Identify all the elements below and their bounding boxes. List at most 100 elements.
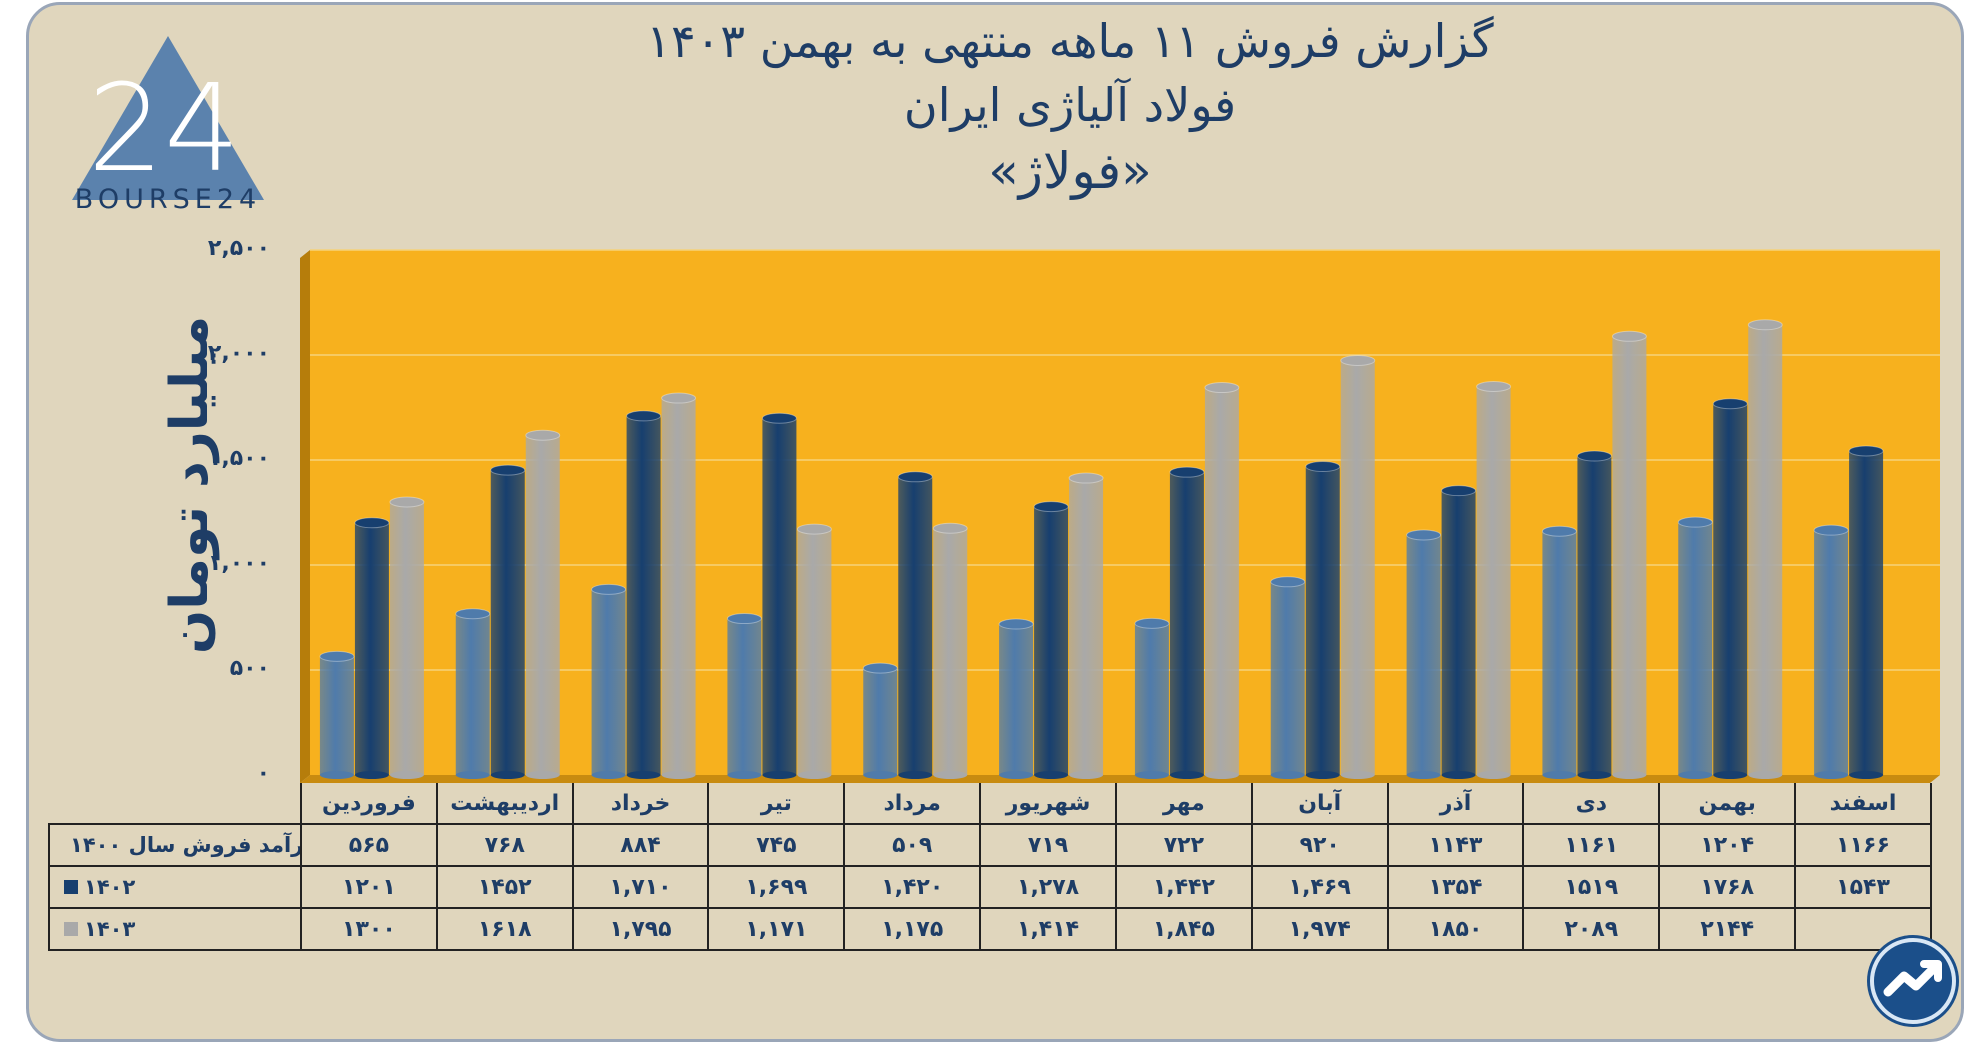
bar	[1476, 386, 1511, 775]
bar-base	[863, 771, 898, 779]
bar	[1713, 403, 1748, 775]
bar-cap	[1134, 617, 1170, 629]
bar-base	[661, 771, 696, 779]
bar-base	[999, 771, 1034, 779]
table-cell: ۱,۹۷۴	[1250, 907, 1389, 951]
legend-label: درآمد فروش سال ۱۴۰۰	[70, 833, 301, 857]
legend-label: ۱۴۰۲	[84, 875, 136, 899]
bar-cap	[1204, 382, 1240, 394]
table-cell: ۱۱۶۱	[1522, 823, 1661, 867]
table-cell: ۱,۱۷۱	[707, 907, 846, 951]
bar	[1612, 336, 1647, 775]
bar	[1748, 324, 1783, 775]
bar-cap	[761, 412, 797, 424]
table-month-header: خرداد	[571, 783, 710, 825]
table-row: درآمد فروش سال ۱۴۰۰ ۵۶۵ ۷۶۸ ۸۸۴ ۷۴۵ ۵۰۹ ۷۱۹ ۷۲۲…	[48, 823, 1932, 867]
bar-base	[1612, 771, 1647, 779]
bar	[1441, 490, 1476, 775]
bar-cap	[389, 496, 425, 508]
table-cell: ۷۲۲	[1114, 823, 1253, 867]
bar-cap	[1813, 524, 1849, 536]
table-month-header: مرداد	[843, 783, 982, 825]
bar	[1305, 466, 1340, 775]
table-cell: ۱,۸۴۵	[1114, 907, 1253, 951]
bar-base	[626, 771, 661, 779]
table-cell: ۷۱۹	[979, 823, 1117, 867]
trend-badge-icon	[1870, 938, 1956, 1024]
table-month-header: تیر	[707, 783, 846, 825]
bar-base	[1713, 771, 1748, 779]
bar	[661, 398, 696, 775]
legend-swatch	[64, 880, 78, 894]
bar	[455, 613, 490, 775]
bar-cap	[490, 464, 526, 476]
bar-base	[1441, 771, 1476, 779]
bar-cap	[1305, 461, 1341, 473]
bar	[1406, 534, 1441, 775]
bar	[1034, 506, 1069, 775]
bar-base	[1034, 771, 1069, 779]
bar-base	[1270, 771, 1305, 779]
bar-base	[1069, 771, 1104, 779]
bar-cap	[1476, 381, 1512, 392]
bar	[389, 502, 424, 775]
bar	[1849, 450, 1884, 775]
table-month-header: اسفند	[1794, 783, 1932, 825]
table-cell: ۱۲۰۴	[1658, 823, 1797, 867]
table-cell: ۱,۱۷۵	[843, 907, 982, 951]
table-row: ۱۴۰۲ ۱۲۰۱ ۱۴۵۲ ۱,۷۱۰ ۱,۶۹۹ ۱,۴۲۰ ۱,۲۷۸ ۱,۴۴۲ ۱,۴…	[48, 865, 1932, 909]
table-cell: ۹۲۰	[1250, 823, 1389, 867]
y-tick-label: ۱,۵۰۰	[207, 446, 270, 471]
table-cell: ۱,۷۹۵	[571, 907, 710, 951]
series-label: درآمد فروش سال ۱۴۰۰	[48, 823, 302, 867]
company-name: فولاد آلیاژی ایران	[903, 78, 1237, 132]
bar	[591, 589, 626, 775]
bar	[1069, 478, 1104, 775]
bar-base	[591, 771, 626, 779]
bar-cap	[1068, 472, 1104, 484]
bar-cap	[1033, 501, 1069, 513]
bar-base	[1134, 771, 1169, 779]
bar-base	[354, 771, 389, 779]
table-cell: ۱,۴۲۰	[843, 865, 982, 909]
bar	[1169, 472, 1204, 775]
logo-text: BOURSE24	[74, 184, 262, 215]
y-tick-label: ۲,۵۰۰	[207, 236, 270, 261]
svg-text:24: 24	[88, 60, 241, 199]
bar-base	[1849, 771, 1884, 779]
legend-label: ۱۴۰۳	[84, 917, 136, 941]
bar-cap	[1541, 525, 1577, 537]
bar	[1134, 623, 1169, 775]
table-cell: ۱,۲۷۸	[979, 865, 1117, 909]
table-cell: ۲۰۸۹	[1522, 907, 1661, 951]
table-month-header: مهر	[1114, 783, 1253, 825]
table-cell: ۱,۴۴۲	[1114, 865, 1253, 909]
bar-base	[1814, 771, 1849, 779]
bar-cap	[1712, 398, 1748, 410]
table-cell: ۱۴۵۲	[435, 865, 574, 909]
bar	[1204, 387, 1239, 775]
bar-base	[1169, 771, 1204, 779]
table-cell: ۱۳۰۰	[300, 907, 438, 951]
table-cell: ۱۸۵۰	[1386, 907, 1525, 951]
bar-cap	[1848, 445, 1884, 457]
bar	[1270, 581, 1305, 775]
bar	[1814, 530, 1849, 775]
table-cell: ۵۶۵	[300, 823, 438, 867]
bar	[1577, 456, 1612, 775]
report-title: گزارش فروش ۱۱ ماهه منتهی به بهمن ۱۴۰۳	[646, 14, 1494, 68]
table-month-header: فروردین	[300, 783, 438, 825]
bar-cap	[1270, 576, 1306, 588]
y-axis-label: میلیارد تومان	[160, 315, 220, 655]
data-table: فروردین اردیبهشت خرداد تیر مرداد شهریور مهر آبا…	[48, 783, 1932, 951]
bar-base	[933, 771, 968, 779]
bar-base	[1577, 771, 1612, 779]
bar-base	[1678, 771, 1713, 779]
bar	[863, 668, 898, 775]
bar-cap	[1406, 529, 1442, 541]
table-cell: ۷۶۸	[435, 823, 574, 867]
bar	[1340, 360, 1375, 775]
table-cell: ۱,۶۹۹	[707, 865, 846, 909]
table-cell: ۸۸۴	[571, 823, 710, 867]
bar-base	[1340, 771, 1375, 779]
